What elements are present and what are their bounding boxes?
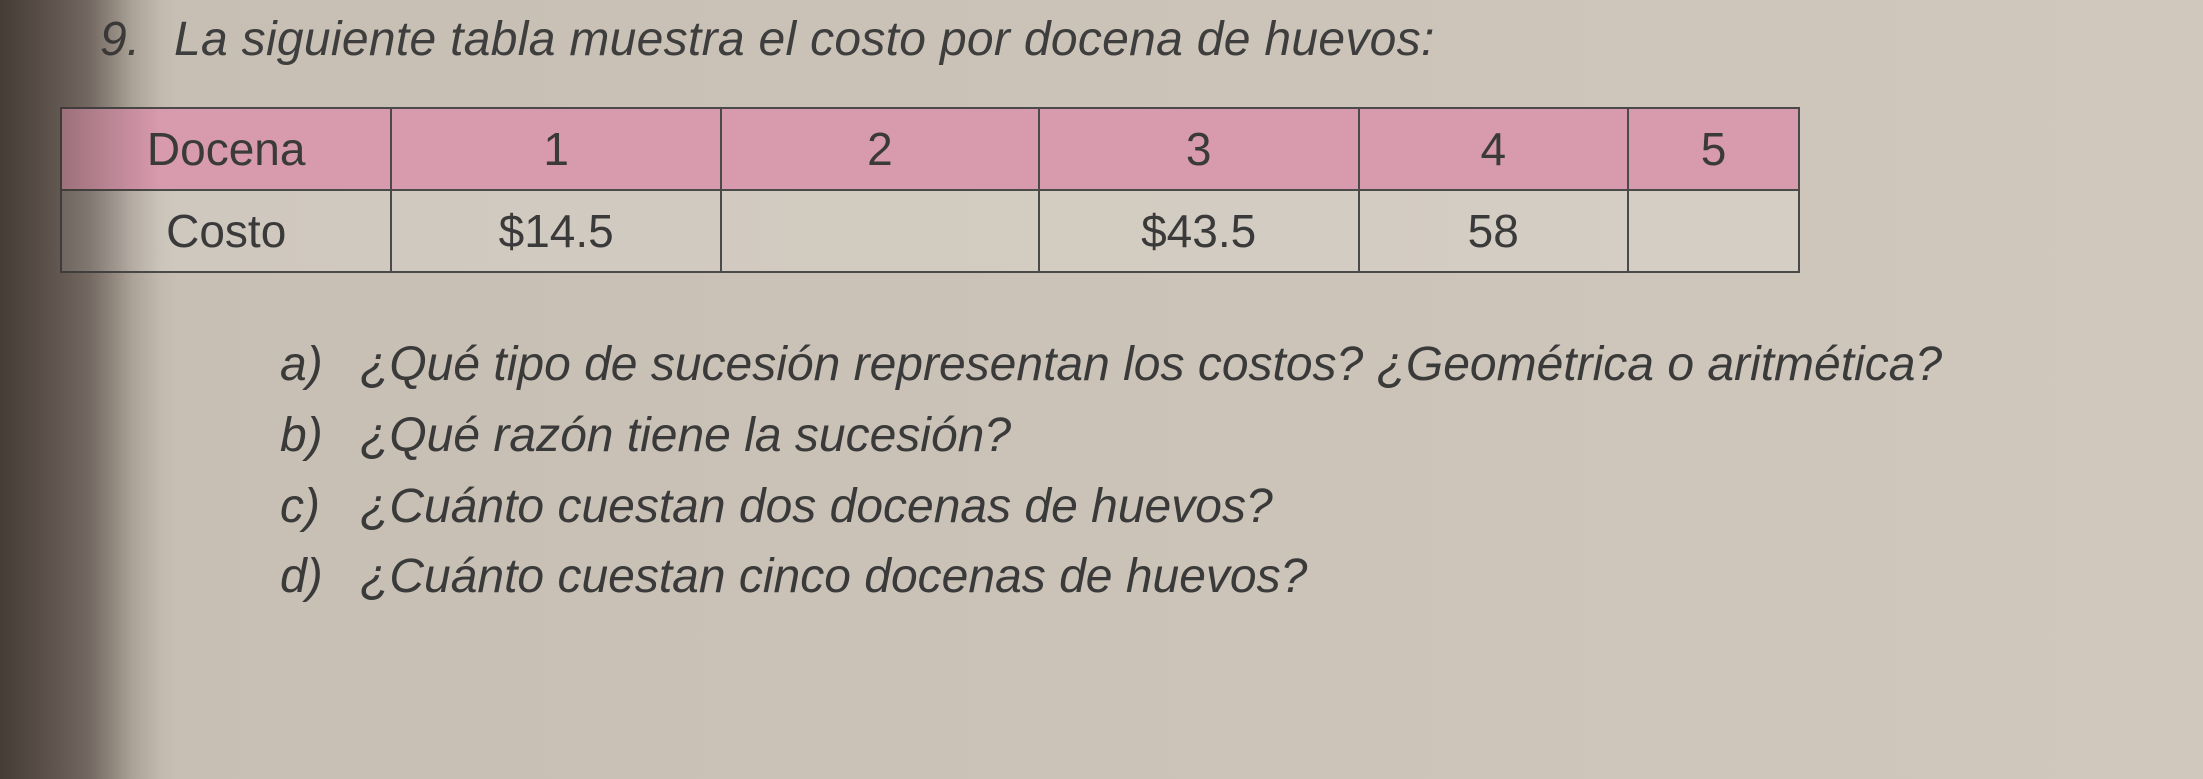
subq-letter: c) xyxy=(280,475,360,540)
row-costo-label: Costo xyxy=(61,190,391,272)
header-col-3: 3 xyxy=(1039,108,1359,190)
subq-letter: d) xyxy=(280,545,360,610)
subq-letter: b) xyxy=(280,404,360,469)
subq-text: ¿Qué tipo de sucesión representan los co… xyxy=(360,333,1942,398)
question-number: 9. xyxy=(100,12,140,67)
subq-text: ¿Cuánto cuestan cinco docenas de huevos? xyxy=(360,545,1307,610)
header-col-2: 2 xyxy=(721,108,1039,190)
table-header-row: Docena 1 2 3 4 5 xyxy=(61,108,1799,190)
table-data-row: Costo $14.5 $43.5 58 xyxy=(61,190,1799,272)
header-col-5: 5 xyxy=(1628,108,1799,190)
subq-text: ¿Cuánto cuestan dos docenas de huevos? xyxy=(360,475,1273,540)
subq-letter: a) xyxy=(280,333,360,398)
subquestion-list: a) ¿Qué tipo de sucesión representan los… xyxy=(280,333,2143,610)
subq-text: ¿Qué razón tiene la sucesión? xyxy=(360,404,1011,469)
cost-cell-1: $14.5 xyxy=(391,190,721,272)
cost-cell-4: 58 xyxy=(1359,190,1628,272)
worksheet-page: 9. La siguiente tabla muestra el costo p… xyxy=(0,0,2203,610)
cost-cell-2 xyxy=(721,190,1039,272)
cost-cell-5 xyxy=(1628,190,1799,272)
question-line: 9. La siguiente tabla muestra el costo p… xyxy=(100,12,2143,67)
subq-c: c) ¿Cuánto cuestan dos docenas de huevos… xyxy=(280,475,2143,540)
cost-cell-3: $43.5 xyxy=(1039,190,1359,272)
subq-d: d) ¿Cuánto cuestan cinco docenas de huev… xyxy=(280,545,2143,610)
subq-b: b) ¿Qué razón tiene la sucesión? xyxy=(280,404,2143,469)
header-col-1: 1 xyxy=(391,108,721,190)
header-col-4: 4 xyxy=(1359,108,1628,190)
price-table: Docena 1 2 3 4 5 Costo $14.5 $43.5 58 xyxy=(60,107,1800,273)
header-docena: Docena xyxy=(61,108,391,190)
question-prompt: La siguiente tabla muestra el costo por … xyxy=(174,12,1435,67)
subq-a: a) ¿Qué tipo de sucesión representan los… xyxy=(280,333,2143,398)
